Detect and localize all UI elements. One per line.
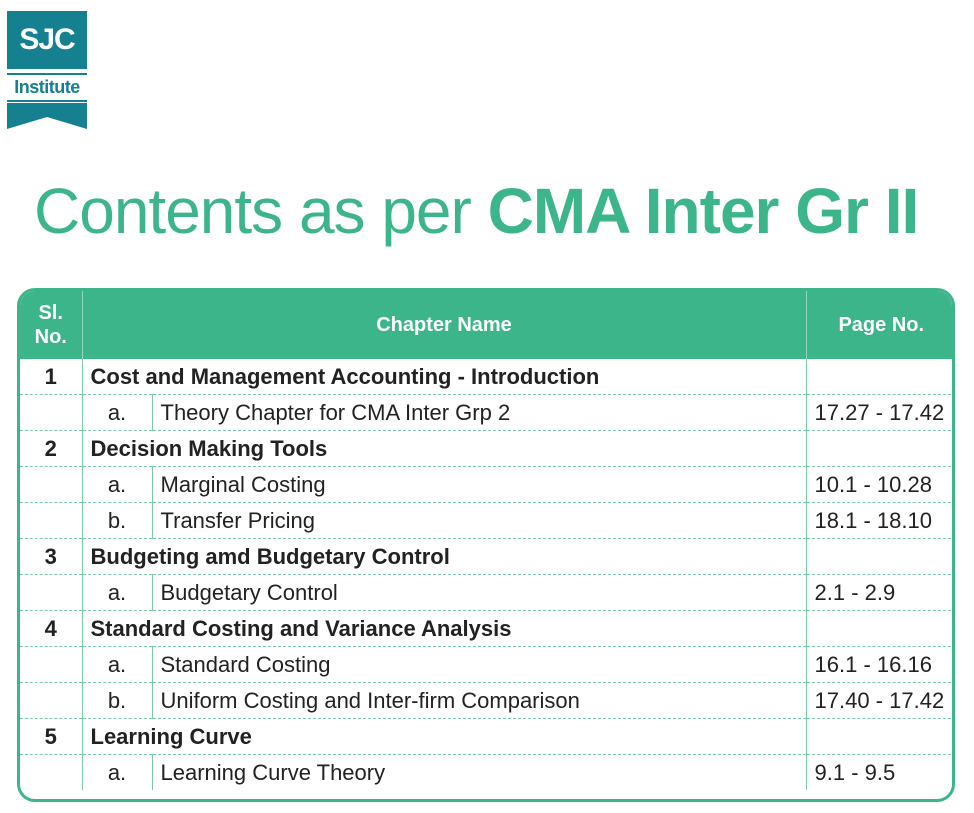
topic-number-cell: [20, 502, 82, 539]
table-header-row: Sl. No. Chapter Name Page No.: [20, 291, 952, 359]
chapter-title: Budgeting amd Budgetary Control: [81, 538, 807, 575]
topic-pages: 9.1 - 9.5: [805, 754, 952, 790]
header-sl-line2: No.: [34, 326, 67, 348]
header-sl-no: Sl. No.: [20, 291, 82, 359]
chapter-pages: [805, 718, 952, 755]
topic-letter: b.: [81, 682, 152, 719]
chapter-row: 3 Budgeting amd Budgetary Control: [20, 538, 952, 575]
logo-subtitle: Institute: [14, 77, 80, 97]
topic-title: Uniform Costing and Inter-firm Compariso…: [151, 682, 807, 719]
topic-title: Learning Curve Theory: [151, 754, 807, 790]
topic-number-cell: [20, 755, 82, 791]
topic-pages: 10.1 - 10.28: [805, 466, 952, 503]
chapter-row: 2 Decision Making Tools: [20, 430, 952, 467]
topic-title: Transfer Pricing: [151, 502, 807, 539]
topic-pages: 17.40 - 17.42: [805, 682, 952, 719]
table-body: 1 Cost and Management Accounting - Introd…: [20, 359, 952, 791]
topic-letter: a.: [81, 754, 152, 790]
chapter-title: Learning Curve: [81, 718, 807, 755]
logo-ribbon-icon: [7, 103, 87, 129]
chapter-row: 5 Learning Curve: [20, 718, 952, 755]
chapter-number: 2: [20, 430, 82, 467]
topic-row: b. Uniform Costing and Inter-firm Compari…: [20, 682, 952, 719]
page-title: Contents as per CMA Inter Gr II: [34, 170, 920, 252]
topic-pages: 16.1 - 16.16: [805, 646, 952, 683]
chapter-pages: [805, 538, 952, 575]
topic-title: Marginal Costing: [151, 466, 807, 503]
chapter-number: 4: [20, 610, 82, 647]
chapter-title: Decision Making Tools: [81, 430, 807, 467]
topic-pages: 17.27 - 17.42: [805, 394, 952, 431]
logo-divider-bottom: [7, 100, 87, 102]
contents-table: Sl. No. Chapter Name Page No. 1 Cost and M…: [20, 291, 952, 791]
logo-divider: [7, 73, 87, 75]
chapter-pages: [805, 610, 952, 647]
topic-row: b. Transfer Pricing 18.1 - 18.10: [20, 502, 952, 539]
chapter-number: 5: [20, 718, 82, 755]
topic-letter: a.: [81, 394, 152, 431]
topic-title: Standard Costing: [151, 646, 807, 683]
topic-letter: b.: [81, 502, 152, 539]
topic-pages: 2.1 - 2.9: [805, 574, 952, 611]
contents-table-frame: Sl. No. Chapter Name Page No. 1 Cost and M…: [17, 288, 955, 802]
topic-pages: 18.1 - 18.10: [805, 502, 952, 539]
topic-number-cell: [20, 466, 82, 503]
topic-row: a. Learning Curve Theory 9.1 - 9.5: [20, 754, 952, 791]
topic-letter: a.: [81, 646, 152, 683]
chapter-pages: [805, 430, 952, 467]
topic-letter: a.: [81, 574, 152, 611]
chapter-row: 1 Cost and Management Accounting - Introd…: [20, 359, 952, 395]
topic-letter: a.: [81, 466, 152, 503]
topic-number-cell: [20, 682, 82, 719]
topic-row: a. Marginal Costing 10.1 - 10.28: [20, 466, 952, 503]
topic-title: Budgetary Control: [151, 574, 807, 611]
topic-number-cell: [20, 394, 82, 431]
header-sl-line1: Sl.: [38, 302, 63, 324]
sjc-logo: SJC Institute: [7, 11, 87, 129]
header-page-no: Page No.: [805, 291, 952, 359]
chapter-title: Cost and Management Accounting - Introdu…: [81, 359, 807, 395]
topic-number-cell: [20, 574, 82, 611]
logo-mark: SJC: [7, 11, 87, 69]
topic-row: a. Budgetary Control 2.1 - 2.9: [20, 574, 952, 611]
chapter-pages: [805, 359, 952, 395]
topic-number-cell: [20, 646, 82, 683]
topic-title: Theory Chapter for CMA Inter Grp 2: [151, 394, 807, 431]
title-bold: CMA Inter Gr II: [487, 175, 920, 247]
title-normal: Contents as per: [34, 175, 488, 247]
chapter-title: Standard Costing and Variance Analysis: [81, 610, 807, 647]
header-chapter-name: Chapter Name: [81, 291, 807, 359]
topic-row: a. Standard Costing 16.1 - 16.16: [20, 646, 952, 683]
chapter-row: 4 Standard Costing and Variance Analysis: [20, 610, 952, 647]
chapter-number: 3: [20, 538, 82, 575]
chapter-number: 1: [20, 359, 82, 395]
topic-row: a. Theory Chapter for CMA Inter Grp 2 17.2…: [20, 394, 952, 431]
